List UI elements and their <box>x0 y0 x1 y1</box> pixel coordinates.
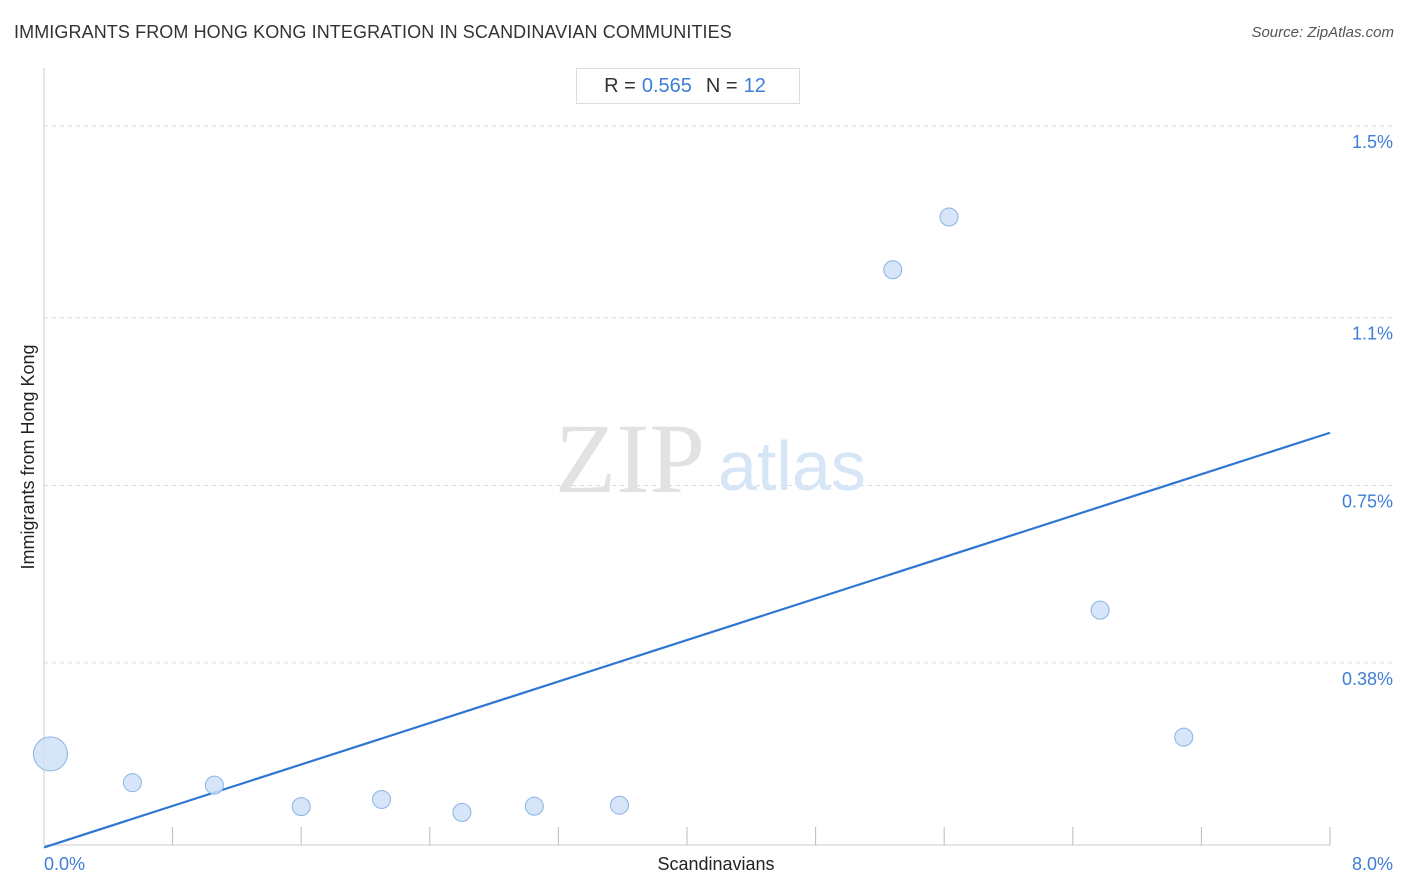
correlation-stats-box: R = 0.565 N = 12 <box>576 68 800 104</box>
r-value: 0.565 <box>641 74 692 97</box>
data-point-8 <box>883 260 903 280</box>
y-tick-label-3: 1.5% <box>1352 132 1393 152</box>
n-label: N = <box>705 74 738 97</box>
data-point-10 <box>1090 600 1110 620</box>
chart-title: IMMIGRANTS FROM HONG KONG INTEGRATION IN… <box>14 22 732 42</box>
x-axis-title: Scandinavians <box>657 854 774 874</box>
watermark-zip: ZIP <box>555 403 705 514</box>
trendline-group <box>43 431 1331 849</box>
trendline <box>43 431 1331 849</box>
zipatlas-watermark: ZIP atlas <box>555 403 866 514</box>
x-tick-label-1: 8.0% <box>1352 854 1393 874</box>
data-points <box>32 207 1194 822</box>
source-label: Source: ZipAtlas.com <box>1251 24 1394 41</box>
y-axis-title: Immigrants from Hong Kong <box>18 344 38 569</box>
x-tick-label-0: 0.0% <box>44 854 85 874</box>
data-point-7 <box>609 795 629 815</box>
data-point-3 <box>291 797 311 817</box>
grid-lines <box>44 125 1395 664</box>
axes <box>43 68 1331 846</box>
r-label: R = <box>604 74 636 97</box>
data-point-5 <box>452 802 472 822</box>
data-point-9 <box>939 207 959 227</box>
tick-labels: 0.38% 0.75% 1.1% 1.5% 0.0% 8.0% <box>44 132 1393 874</box>
data-point-0 <box>32 736 68 772</box>
y-tick-label-0: 0.38% <box>1342 669 1393 689</box>
data-point-2 <box>204 775 224 795</box>
data-point-6 <box>524 796 544 816</box>
n-value: 12 <box>743 74 766 97</box>
y-tick-label-1: 0.75% <box>1342 491 1393 511</box>
data-point-11 <box>1174 727 1194 747</box>
data-point-1 <box>122 773 142 793</box>
data-point-4 <box>372 789 392 809</box>
y-tick-label-2: 1.1% <box>1352 324 1393 344</box>
watermark-atlas: atlas <box>718 427 866 505</box>
